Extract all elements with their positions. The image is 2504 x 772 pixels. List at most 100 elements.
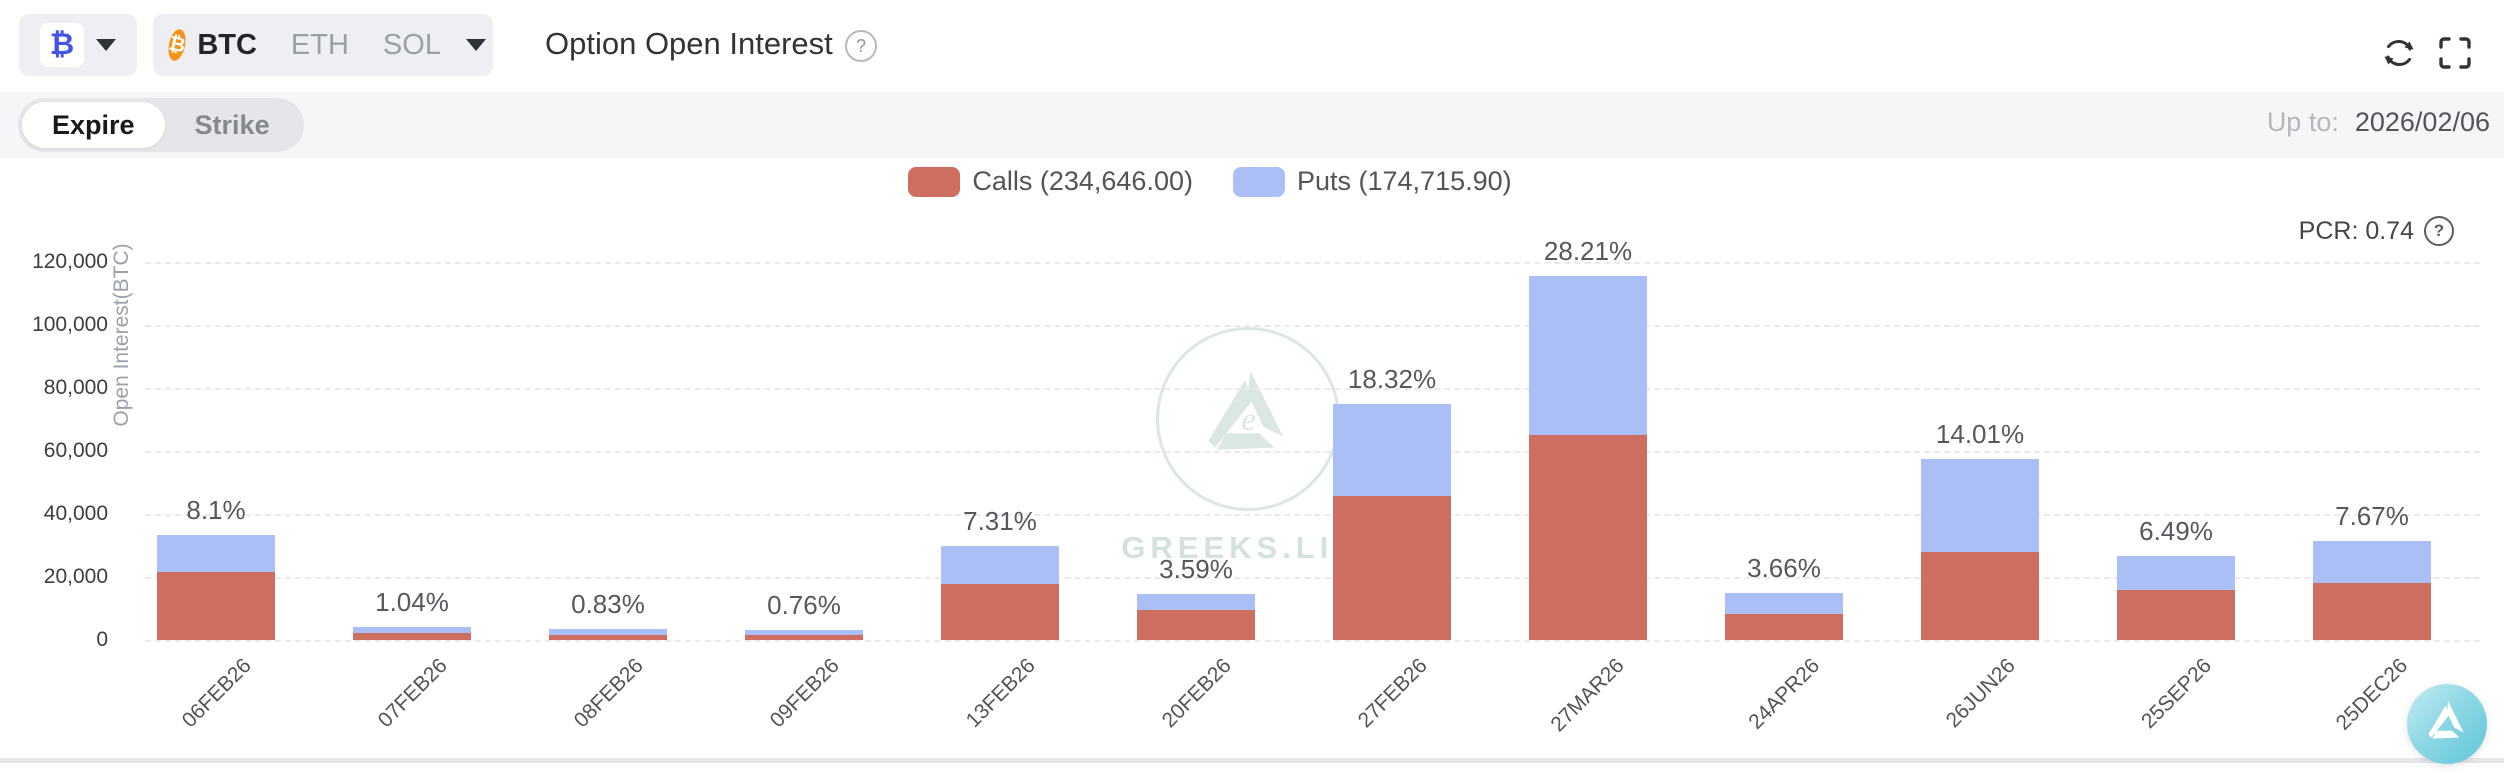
- bar-calls-09feb26[interactable]: [745, 634, 863, 640]
- gridline: [145, 451, 2480, 453]
- x-axis-label: 07FEB26: [374, 654, 453, 733]
- bottom-divider: [0, 758, 2504, 763]
- asset-tab-btc[interactable]: BTC: [197, 28, 257, 61]
- bar-calls-20feb26[interactable]: [1137, 610, 1255, 640]
- bar-calls-26jun26[interactable]: [1921, 552, 2039, 640]
- asset-tab-eth[interactable]: ETH: [290, 28, 349, 61]
- bar-calls-06feb26[interactable]: [157, 571, 275, 640]
- bar-percent-label: 14.01%: [1935, 419, 2025, 450]
- bar-percent-label: 0.76%: [767, 590, 841, 621]
- chevron-down-icon[interactable]: [465, 39, 486, 51]
- chevron-down-icon: [96, 39, 116, 51]
- chart-legend: Calls (234,646.00) Puts (174,715.90): [0, 166, 2420, 197]
- x-axis-label: 25DEC26: [2331, 654, 2413, 735]
- bar-puts-26jun26[interactable]: [1921, 459, 2039, 553]
- legend-swatch: [908, 166, 961, 197]
- bar-puts-08feb26[interactable]: [549, 629, 667, 635]
- legend-item-puts[interactable]: Puts (174,715.90): [1232, 166, 1512, 197]
- gridline: [145, 514, 2480, 516]
- bitcoin-blue-icon: ₿: [40, 23, 84, 67]
- x-axis-label: 24APR26: [1744, 654, 1825, 734]
- bar-calls-07feb26[interactable]: [353, 633, 471, 640]
- greekslive-logo-icon: e: [2428, 701, 2464, 739]
- x-axis-label: 13FEB26: [962, 654, 1041, 733]
- up-to-value[interactable]: 2026/02/06: [2354, 107, 2490, 137]
- bar-puts-13feb26[interactable]: [941, 545, 1059, 584]
- greekslive-logo-icon: e: [1208, 370, 1284, 450]
- x-axis-label: 20FEB26: [1158, 654, 1237, 733]
- plot-area: 0 20,000 40,000 60,000 80,000 100,000 120,000 8…: [0, 158, 2504, 772]
- tab-expire[interactable]: Expire: [22, 102, 165, 148]
- x-axis-label: 06FEB26: [178, 654, 257, 733]
- bar-percent-label: 0.83%: [571, 589, 645, 620]
- gridline: [145, 640, 2480, 642]
- legend-swatch: [1232, 166, 1285, 197]
- bar-puts-27mar26[interactable]: [1529, 276, 1647, 435]
- bar-puts-07feb26[interactable]: [353, 626, 471, 634]
- bar-calls-27mar26[interactable]: [1529, 434, 1647, 640]
- bar-calls-24apr26[interactable]: [1725, 613, 1843, 640]
- pcr-help-icon[interactable]: ?: [2424, 216, 2454, 246]
- refresh-icon[interactable]: [2380, 34, 2418, 72]
- greekslive-floating-button[interactable]: e: [2407, 684, 2487, 764]
- x-axis-label: 27MAR26: [1545, 654, 1629, 737]
- y-axis-tick: 120,000: [32, 250, 108, 273]
- up-to-label: Up to:: [2266, 107, 2339, 137]
- open-interest-chart: Calls (234,646.00) Puts (174,715.90) PCR:…: [0, 158, 2504, 772]
- bar-puts-27feb26[interactable]: [1333, 403, 1451, 497]
- x-axis-label: 09FEB26: [766, 654, 845, 733]
- bar-puts-06feb26[interactable]: [157, 535, 275, 572]
- x-axis-label: 08FEB26: [570, 654, 649, 733]
- bar-percent-label: 7.31%: [963, 505, 1037, 536]
- bar-calls-25dec26[interactable]: [2313, 583, 2431, 640]
- gridline: [145, 388, 2480, 390]
- fullscreen-icon[interactable]: [2436, 34, 2474, 72]
- gridline: [145, 262, 2480, 264]
- gridline: [145, 325, 2480, 327]
- tab-strike[interactable]: Strike: [194, 109, 270, 140]
- bar-percent-label: 3.66%: [1747, 552, 1821, 583]
- y-axis-tick: 100,000: [32, 313, 108, 336]
- y-axis-tick: 80,000: [43, 376, 108, 399]
- svg-text:e: e: [1241, 402, 1256, 438]
- bar-percent-label: 7.67%: [2335, 501, 2409, 532]
- y-axis-tick: 0: [96, 628, 108, 651]
- y-axis-tick: 20,000: [43, 565, 108, 588]
- asset-switcher: ₿ BTC ETH SOL: [153, 14, 493, 76]
- bar-calls-27feb26[interactable]: [1333, 496, 1451, 640]
- bar-calls-08feb26[interactable]: [549, 634, 667, 640]
- bar-percent-label: 1.04%: [375, 586, 449, 617]
- x-axis-label: 25SEP26: [2137, 654, 2217, 734]
- currency-dropdown-button[interactable]: ₿: [19, 14, 137, 76]
- svg-text:e: e: [2444, 716, 2451, 733]
- bar-puts-20feb26[interactable]: [1137, 593, 1255, 611]
- watermark-logo-circle: e: [1156, 327, 1340, 511]
- header-actions: [2380, 34, 2474, 72]
- bar-percent-label: 3.59%: [1159, 553, 1233, 584]
- pcr-value: PCR: 0.74: [2298, 216, 2414, 245]
- legend-label: Puts (174,715.90): [1296, 166, 1512, 196]
- bar-puts-25dec26[interactable]: [2313, 541, 2431, 584]
- bar-calls-25sep26[interactable]: [2117, 590, 2235, 640]
- x-axis-label: 27FEB26: [1354, 654, 1433, 733]
- bar-puts-09feb26[interactable]: [745, 630, 863, 635]
- bar-calls-13feb26[interactable]: [941, 583, 1059, 640]
- x-axis-label: 26JUN26: [1942, 654, 2021, 733]
- title-help-icon[interactable]: ?: [845, 30, 877, 62]
- up-to-date: Up to: 2026/02/06: [2267, 107, 2490, 138]
- chart-toolbar: Expire Strike Up to: 2026/02/06: [0, 92, 2504, 158]
- bar-percent-label: 8.1%: [186, 495, 246, 526]
- bar-puts-25sep26[interactable]: [2117, 556, 2235, 591]
- pcr-indicator: PCR: 0.74 ?: [2299, 216, 2454, 246]
- header-bar: ₿ ₿ BTC ETH SOL Option Open Interest ?: [0, 0, 2504, 92]
- legend-label: Calls (234,646.00): [972, 166, 1193, 196]
- expire-strike-switcher: Expire Strike: [18, 98, 304, 152]
- gridline: [145, 577, 2480, 579]
- legend-item-calls[interactable]: Calls (234,646.00): [908, 166, 1193, 197]
- y-axis-tick: 40,000: [43, 502, 108, 525]
- bar-percent-label: 6.49%: [2139, 516, 2213, 547]
- bar-puts-24apr26[interactable]: [1725, 592, 1843, 614]
- asset-tab-sol[interactable]: SOL: [382, 28, 441, 61]
- bar-percent-label: 28.21%: [1543, 236, 1633, 267]
